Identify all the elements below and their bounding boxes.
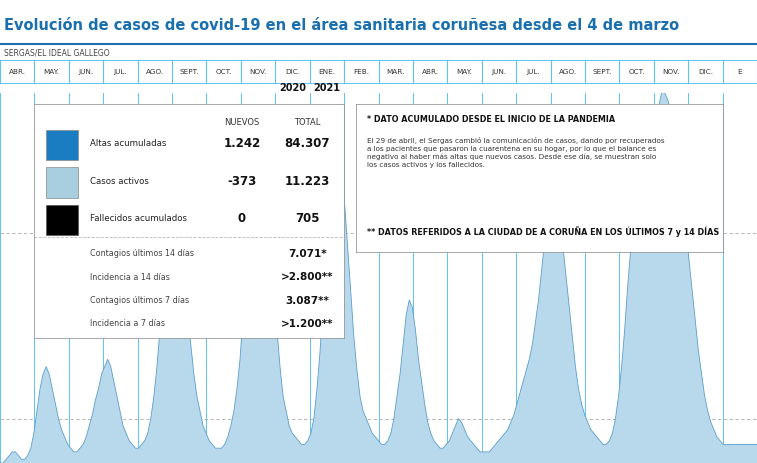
Text: ** DATOS REFERIDOS A LA CIUDAD DE A CORUÑA EN LOS ÚLTIMOS 7 y 14 DÍAS: ** DATOS REFERIDOS A LA CIUDAD DE A CORU… bbox=[367, 225, 719, 237]
Text: Altas acumuladas: Altas acumuladas bbox=[90, 139, 167, 149]
FancyBboxPatch shape bbox=[46, 167, 77, 198]
Text: MAR.: MAR. bbox=[387, 69, 405, 75]
Text: JUN.: JUN. bbox=[79, 69, 94, 75]
Text: AGO.: AGO. bbox=[146, 69, 164, 75]
Text: >1.200**: >1.200** bbox=[281, 319, 333, 329]
Text: NOV.: NOV. bbox=[662, 69, 680, 75]
Text: DIC.: DIC. bbox=[698, 69, 713, 75]
Text: Contagios últimos 14 días: Contagios últimos 14 días bbox=[90, 249, 194, 258]
Text: Incidencia a 14 días: Incidencia a 14 días bbox=[90, 273, 170, 282]
Text: 705: 705 bbox=[295, 212, 319, 225]
Text: 11.223: 11.223 bbox=[285, 175, 330, 188]
Text: ABR.: ABR. bbox=[422, 69, 438, 75]
Text: FEB.: FEB. bbox=[354, 69, 369, 75]
Text: 3.087**: 3.087** bbox=[285, 295, 329, 306]
Text: TOTAL: TOTAL bbox=[294, 118, 320, 127]
Text: El 29 de abril, el Sergas cambió la comunicación de casos, dando por recuperados: El 29 de abril, el Sergas cambió la comu… bbox=[367, 137, 665, 169]
Text: 84.307: 84.307 bbox=[285, 138, 330, 150]
Text: 0: 0 bbox=[238, 212, 246, 225]
Text: E: E bbox=[737, 69, 742, 75]
Text: JUL.: JUL. bbox=[527, 69, 540, 75]
Text: >2.800**: >2.800** bbox=[281, 272, 333, 282]
Text: Contagios últimos 7 días: Contagios últimos 7 días bbox=[90, 296, 189, 305]
Text: 1.242: 1.242 bbox=[223, 138, 260, 150]
Text: 7.071*: 7.071* bbox=[288, 249, 326, 259]
Text: ENE.: ENE. bbox=[319, 69, 335, 75]
FancyBboxPatch shape bbox=[46, 205, 77, 235]
Text: NUEVOS: NUEVOS bbox=[224, 118, 260, 127]
Text: JUL.: JUL. bbox=[114, 69, 127, 75]
Text: JUN.: JUN. bbox=[491, 69, 506, 75]
FancyBboxPatch shape bbox=[46, 130, 77, 160]
Text: MAY.: MAY. bbox=[44, 69, 60, 75]
Text: OCT.: OCT. bbox=[216, 69, 232, 75]
Text: Casos activos: Casos activos bbox=[90, 177, 149, 186]
Text: ABR.: ABR. bbox=[8, 69, 26, 75]
Text: NOV.: NOV. bbox=[249, 69, 266, 75]
Text: OCT.: OCT. bbox=[628, 69, 645, 75]
Text: -373: -373 bbox=[227, 175, 257, 188]
Text: Evolución de casos de covid-19 en el área sanitaria coruñesa desde el 4 de marzo: Evolución de casos de covid-19 en el áre… bbox=[4, 18, 679, 33]
Text: Fallecidos acumulados: Fallecidos acumulados bbox=[90, 214, 187, 223]
Text: * DATO ACUMULADO DESDE EL INICIO DE LA PANDEMIA: * DATO ACUMULADO DESDE EL INICIO DE LA P… bbox=[367, 114, 615, 124]
Text: DIC.: DIC. bbox=[285, 69, 300, 75]
Text: SERGAS/EL IDEAL GALLEGO: SERGAS/EL IDEAL GALLEGO bbox=[4, 49, 110, 58]
Text: 2021: 2021 bbox=[313, 83, 341, 93]
Text: SEPT.: SEPT. bbox=[179, 69, 199, 75]
Text: SEPT.: SEPT. bbox=[593, 69, 612, 75]
Text: AGO.: AGO. bbox=[559, 69, 577, 75]
Text: MAY.: MAY. bbox=[456, 69, 472, 75]
Text: 2020: 2020 bbox=[279, 83, 306, 93]
Text: Incidencia a 7 días: Incidencia a 7 días bbox=[90, 319, 165, 328]
